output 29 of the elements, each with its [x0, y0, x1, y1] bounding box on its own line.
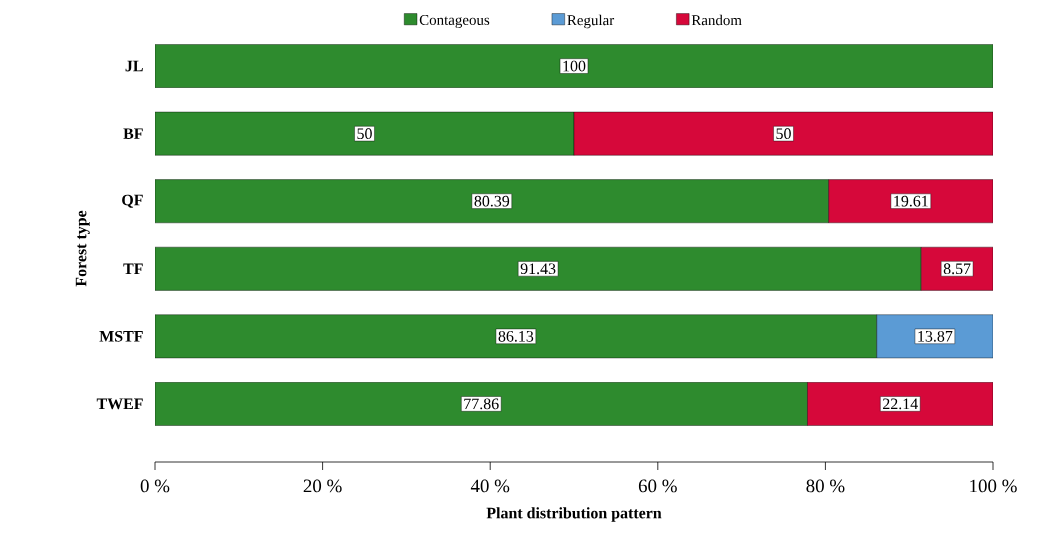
data-label: 86.13	[498, 330, 534, 342]
bar	[155, 44, 994, 88]
y-tick-label: QF	[122, 194, 143, 208]
x-tick-label: 0 %	[140, 479, 170, 493]
data-label: 50	[357, 128, 372, 140]
y-tick-label: BF	[123, 128, 143, 139]
y-tick-label: JL	[125, 60, 143, 72]
legend-label: Random	[691, 14, 742, 26]
x-tick-label: 100 %	[970, 479, 1017, 493]
x-tick-label: 80 %	[806, 479, 845, 493]
data-label: 8.57	[943, 263, 971, 275]
y-tick-label: TF	[123, 263, 143, 274]
data-label: 77.86	[464, 398, 499, 410]
data-label: 91.43	[520, 263, 556, 275]
x-axis-title: Plant distribution pattern	[486, 507, 662, 522]
x-tick-label: 20 %	[303, 479, 342, 493]
data-label: 19.61	[894, 195, 928, 207]
legend-label: Regular	[567, 14, 615, 29]
data-label: 22.14	[883, 398, 918, 410]
x-tick-label: 40 %	[470, 479, 510, 493]
x-tick-label: 60 %	[638, 479, 677, 493]
y-tick-label: TWEF	[96, 398, 143, 410]
data-label: 100	[563, 60, 586, 72]
y-axis-title: Forest type	[75, 210, 90, 287]
data-label: 13.87	[918, 330, 953, 342]
y-tick-label: MSTF	[99, 330, 143, 342]
legend-label: Contageous	[419, 14, 490, 29]
data-label: 80.39	[474, 195, 510, 207]
data-label: 50	[776, 128, 791, 140]
